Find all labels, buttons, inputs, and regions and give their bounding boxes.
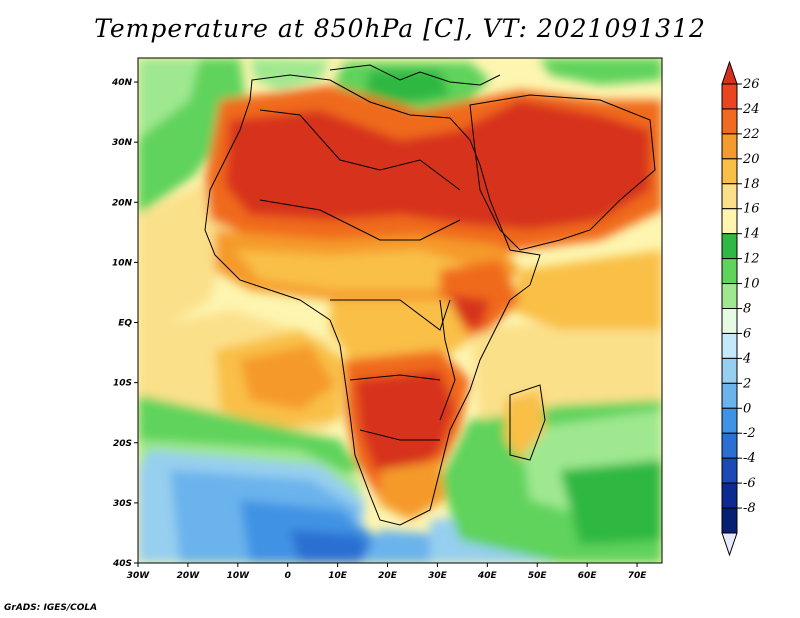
colorbar-label: -6 [743, 476, 756, 491]
map-frame [137, 57, 663, 564]
colorbar-label: 18 [743, 177, 760, 192]
colorbar-segment [721, 208, 738, 235]
lat-tick-label: 40N [111, 78, 133, 88]
colorbar-label: 26 [742, 77, 760, 92]
colorbar-label: 20 [742, 152, 760, 167]
lat-tick-label: 10S [113, 379, 132, 389]
colorbar-segment [721, 357, 738, 384]
colorbar-label: -8 [743, 501, 756, 516]
lat-tick-label: EQ [118, 319, 132, 329]
colorbar-label: 8 [743, 302, 751, 317]
lon-tick-label: 70E [628, 571, 648, 581]
colorbar-segment [721, 158, 738, 185]
colorbar-label: 22 [742, 127, 760, 142]
colorbar-segment [721, 382, 738, 409]
lon-tick-label: 60E [578, 571, 598, 581]
colorbar-segment [721, 482, 738, 509]
colorbar-segment [721, 432, 738, 459]
colorbar-label: -4 [743, 451, 756, 466]
axis-ticks: 30W 20W 10W 0 10E 20E 30E 40E 50E 60E 70E 40N 30N 20N… [111, 78, 647, 581]
lat-tick-label: 20N [112, 198, 133, 208]
lon-tick-label: 50E [528, 571, 548, 581]
lat-tick-label: 20S [113, 439, 132, 449]
lon-tick-label: 20W [177, 571, 201, 581]
colorbar-segment [721, 507, 738, 534]
temperature-field [138, 58, 662, 563]
colorbar-label: 14 [743, 227, 760, 242]
colorbar-label: 0 [743, 401, 751, 416]
colorbar-segment [721, 332, 738, 359]
lon-tick-label: 40E [477, 571, 498, 581]
lon-tick-label: 10E [328, 571, 348, 581]
lon-tick-label: 30W [127, 571, 151, 581]
colorbar-segment [721, 233, 738, 260]
coastlines [204, 64, 656, 526]
lon-tick-label: 0 [285, 571, 291, 581]
colorbar-label: 24 [742, 102, 760, 117]
colorbar-segment [721, 108, 738, 135]
colorbar-label: -2 [743, 426, 756, 441]
colorbar-segment [721, 83, 738, 110]
lon-tick-label: 20E [378, 571, 398, 581]
colorbar-segment [721, 407, 738, 434]
map-title: Temperature at 850hPa [C], VT: 202109131… [94, 14, 706, 43]
lat-tick-label: 10N [112, 258, 133, 268]
lat-tick-label: 30S [113, 499, 132, 509]
colorbar-label: 4 [742, 351, 751, 366]
colorbar-segment [721, 283, 738, 309]
lat-tick-label: 30N [112, 138, 133, 148]
lon-tick-label: 10W [227, 571, 251, 581]
colorbar-segment [721, 457, 738, 484]
lat-tick-label: 40S [112, 559, 132, 569]
colorbar-segment [721, 183, 738, 210]
colorbar-label: 12 [743, 252, 760, 267]
colorbar-label: 16 [743, 202, 760, 217]
colorbar-bottom-arrow [721, 532, 738, 557]
colorbar-label: 2 [742, 376, 751, 391]
colorbar-segment [721, 258, 738, 285]
colorbar-label: 6 [743, 326, 751, 341]
credit-label: GrADS: IGES/COLA [4, 603, 98, 613]
colorbar-label: 10 [743, 277, 760, 292]
lon-tick-label: 30E [428, 571, 448, 581]
colorbar-top-arrow [721, 60, 738, 85]
colorbar-segment [721, 308, 738, 334]
colorbar-segment [721, 133, 738, 160]
